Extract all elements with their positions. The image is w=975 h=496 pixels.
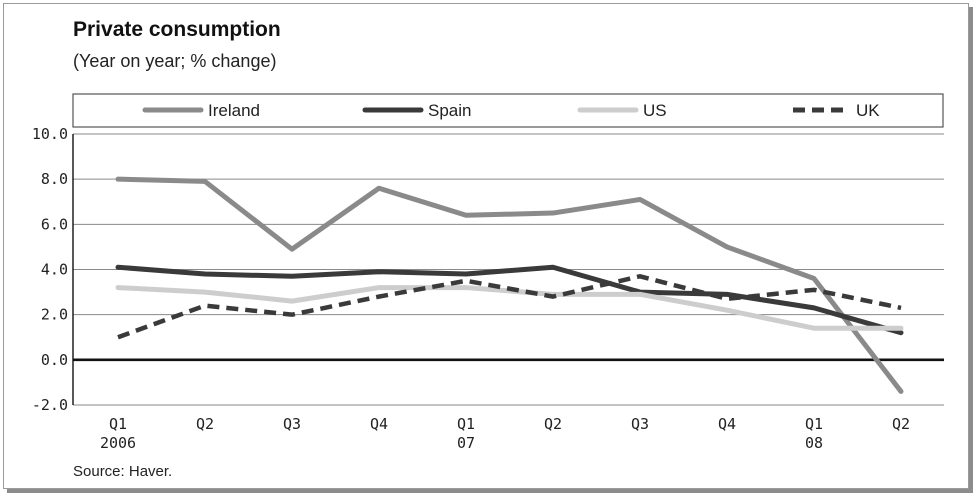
x-year-label: 07 — [457, 434, 475, 452]
series-lines — [115, 176, 904, 394]
x-year-label: 2006 — [100, 434, 136, 452]
x-tick-label: Q4 — [718, 415, 736, 433]
y-tick-label: 4.0 — [41, 261, 68, 279]
x-tick-label: Q2 — [892, 415, 910, 433]
y-tick-label: 6.0 — [41, 215, 68, 233]
x-tick-label: Q2 — [196, 415, 214, 433]
x-tick-label: Q1 — [109, 415, 127, 433]
legend-label-ireland: Ireland — [208, 101, 260, 120]
y-tick-label: 8.0 — [41, 170, 68, 188]
x-tick-label: Q3 — [631, 415, 649, 433]
y-tick-label: 10.0 — [32, 125, 68, 143]
x-year-label: 08 — [805, 434, 823, 452]
y-tick-label: -2.0 — [32, 396, 68, 414]
source-note: Source: Haver. — [73, 463, 173, 480]
x-tick-label: Q2 — [544, 415, 562, 433]
chart-title: Private consumption — [73, 18, 281, 41]
y-tick-label: 0.0 — [41, 351, 68, 369]
chart-subtitle: (Year on year; % change) — [73, 51, 277, 71]
legend-label-spain: Spain — [428, 101, 471, 120]
y-axis: 10.0 8.0 6.0 4.0 2.0 0.0 -2.0 — [32, 125, 68, 414]
series-line-uk — [117, 274, 902, 340]
x-tick-label: Q1 — [457, 415, 475, 433]
chart-frame — [3, 3, 969, 489]
legend-label-uk: UK — [856, 101, 880, 120]
x-tick-label: Q1 — [805, 415, 823, 433]
x-tick-label: Q4 — [370, 415, 388, 433]
series-line-spain — [115, 264, 904, 336]
series-line-ireland — [115, 176, 904, 394]
legend-label-us: US — [643, 101, 667, 120]
legend: Ireland Spain US UK — [142, 101, 880, 120]
x-tick-label: Q3 — [283, 415, 301, 433]
y-tick-label: 2.0 — [41, 306, 68, 324]
